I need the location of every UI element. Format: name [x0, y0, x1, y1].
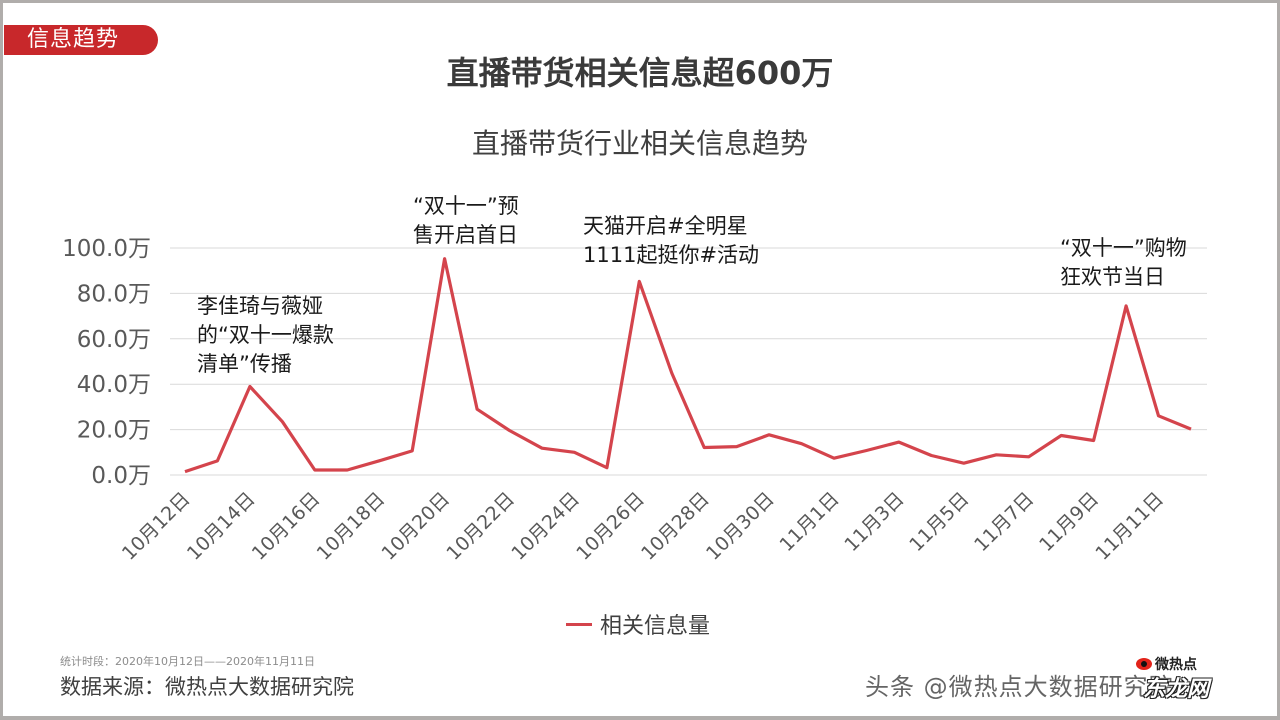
x-tick-label: 11月5日 — [905, 488, 973, 556]
x-tick-label: 11月7日 — [970, 488, 1038, 556]
chart-legend: 相关信息量 — [566, 609, 710, 639]
x-tick-label: 11月11日 — [1091, 488, 1168, 565]
x-tick-label: 11月1日 — [775, 488, 843, 556]
slide: 信息趋势 直播带货相关信息超600万 直播带货行业相关信息趋势 0.0万 20.0… — [3, 3, 1277, 716]
annotation-text: 狂欢节当日 — [1060, 265, 1165, 289]
annotation-text: 天猫开启#全明星 — [583, 214, 748, 238]
annotation-text: 的“双十一爆款 — [197, 323, 334, 347]
x-tick-label: 10月12日 — [118, 488, 195, 565]
x-tick-label: 10月18日 — [313, 488, 390, 565]
y-tick-label: 0.0万 — [91, 463, 151, 489]
x-tick-label: 10月24日 — [507, 488, 584, 565]
x-axis-ticks: 10月12日10月14日10月16日10月18日10月20日10月22日10月2… — [118, 488, 1168, 565]
annotation-text: 1111起挺你#活动 — [583, 243, 759, 267]
x-tick-label: 10月14日 — [183, 488, 260, 565]
logo-text: 微热点 — [1155, 657, 1197, 673]
section-tag: 信息趋势 — [4, 25, 158, 55]
annotation-text: “双十一”预 — [413, 194, 519, 218]
y-tick-label: 100.0万 — [62, 236, 151, 262]
x-tick-label: 10月20日 — [378, 488, 455, 565]
legend-label: 相关信息量 — [600, 614, 711, 639]
weibo-logo: 微热点 — [1136, 654, 1197, 674]
toutiao-watermark: 头条 @微热点大数据研究院 — [865, 673, 1174, 701]
y-tick-label: 20.0万 — [77, 418, 151, 444]
gridlines — [170, 247, 1207, 476]
x-tick-label: 10月26日 — [572, 488, 649, 565]
y-tick-label: 40.0万 — [77, 372, 151, 398]
annotation-text: 清单”传播 — [197, 352, 292, 376]
weibo-eye-icon — [1136, 658, 1152, 670]
data-source: 数据来源：微热点大数据研究院 — [60, 675, 354, 699]
page-title: 直播带货相关信息超600万 — [446, 54, 834, 92]
site-watermark: 东龙网 — [1143, 677, 1210, 702]
legend-swatch — [566, 622, 592, 626]
y-tick-label: 80.0万 — [77, 281, 151, 307]
y-axis-ticks: 0.0万 20.0万 40.0万 60.0万 80.0万 100.0万 — [62, 236, 151, 489]
annotation-text: 李佳琦与薇娅 — [197, 294, 323, 318]
x-tick-label: 10月16日 — [248, 488, 325, 565]
x-tick-label: 10月22日 — [442, 488, 519, 565]
chart-title: 直播带货行业相关信息趋势 — [471, 127, 808, 160]
y-tick-label: 60.0万 — [77, 327, 151, 353]
annotation-text: 售开启首日 — [413, 223, 518, 247]
annotation-text: “双十一”购物 — [1060, 236, 1187, 260]
x-tick-label: 11月3日 — [840, 488, 908, 556]
x-tick-label: 10月30日 — [702, 488, 779, 565]
x-tick-label: 10月28日 — [637, 488, 714, 565]
series-line-相关信息量 — [184, 257, 1192, 474]
x-tick-label: 11月9日 — [1035, 488, 1103, 556]
stat-period: 统计时段：2020年10月12日——2020年11月11日 — [60, 655, 315, 668]
